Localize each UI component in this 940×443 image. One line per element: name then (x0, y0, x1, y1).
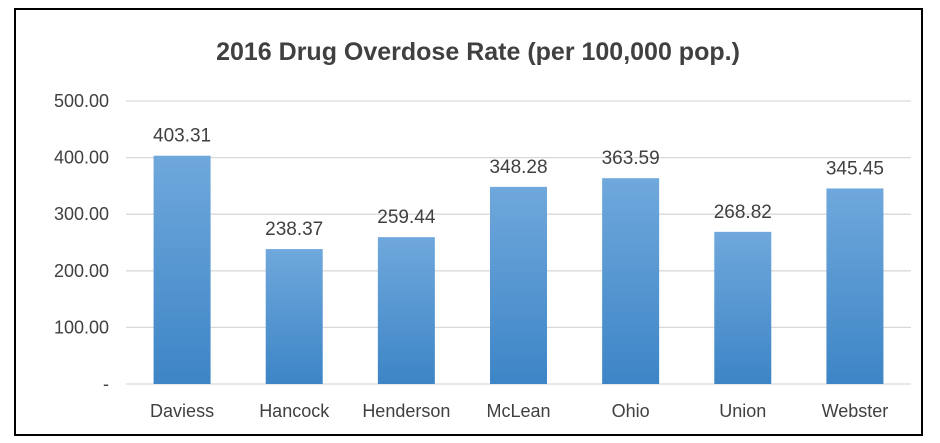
y-tick-label: 300.00 (54, 204, 109, 224)
category-label: Union (719, 401, 766, 421)
y-tick-label: 400.00 (54, 148, 109, 168)
bar (490, 186, 547, 384)
data-label: 268.82 (714, 202, 772, 223)
data-labels: 403.31 238.37 259.44 348.28 363.59 268.82 345.… (153, 126, 884, 240)
category-label: Henderson (362, 401, 450, 421)
category-label: Ohio (612, 401, 650, 421)
data-label: 348.28 (489, 157, 547, 178)
y-tick-label: 200.00 (54, 261, 109, 281)
data-label: 345.45 (826, 158, 884, 179)
bar (602, 178, 660, 384)
category-label: Hancock (259, 401, 330, 421)
category-label: Webster (822, 401, 889, 421)
bar (265, 249, 323, 384)
data-label: 238.37 (265, 219, 323, 240)
chart-title: 2016 Drug Overdose Rate (per 100,000 pop… (216, 38, 740, 66)
y-axis-ticks: - 100.00 200.00 300.00 400.00 500.00 (54, 91, 109, 394)
chart-frame: 2016 Drug Overdose Rate (per 100,000 pop… (14, 8, 923, 436)
y-tick-label: 100.00 (54, 317, 109, 337)
category-label: McLean (486, 401, 550, 421)
data-label: 259.44 (377, 207, 436, 228)
y-tick-label: 500.00 (54, 91, 109, 111)
bar (153, 155, 211, 384)
bar (377, 237, 435, 384)
category-label: Daviess (150, 401, 214, 421)
data-label: 363.59 (602, 148, 660, 169)
y-tick-label: - (103, 374, 109, 394)
data-label: 403.31 (153, 126, 211, 147)
bar (714, 231, 772, 384)
bar (826, 188, 884, 384)
bars (153, 155, 884, 384)
bar-chart: 2016 Drug Overdose Rate (per 100,000 pop… (54, 38, 911, 421)
x-axis-categories: Daviess Hancock Henderson McLean Ohio Union We… (150, 401, 888, 421)
